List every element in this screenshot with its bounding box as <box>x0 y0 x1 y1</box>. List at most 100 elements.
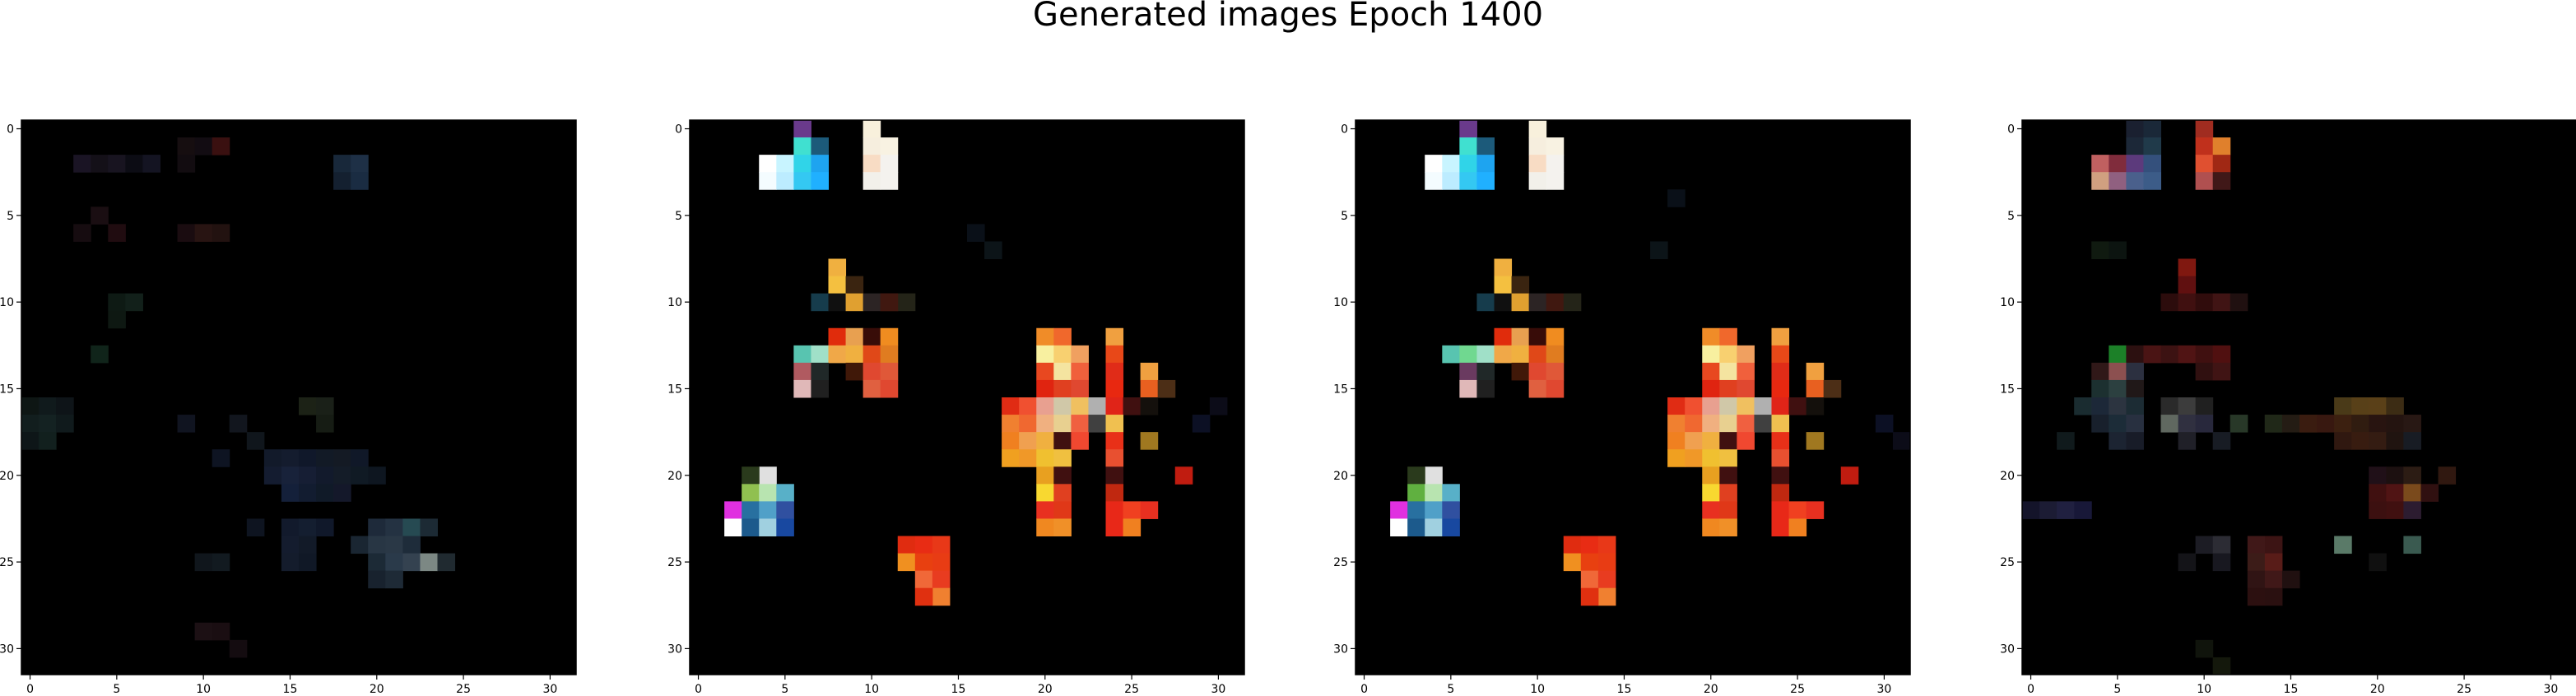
image-pixel <box>1702 449 1720 467</box>
image-pixel <box>2369 501 2387 519</box>
image-pixel <box>1390 518 1408 536</box>
image-pixel <box>2091 415 2109 433</box>
image-pixel <box>2091 397 2109 415</box>
image-pixel <box>21 415 40 433</box>
axes-frame <box>2021 119 2576 675</box>
image-pixel <box>2386 466 2404 485</box>
image-pixel <box>1425 518 1443 536</box>
y-tick-label: 5 <box>2007 210 2015 223</box>
image-pixel <box>1105 449 1124 467</box>
image-pixel <box>811 137 829 155</box>
image-pixel <box>1546 293 1565 312</box>
image-pixel <box>863 362 881 381</box>
image-pixel <box>420 553 438 572</box>
image-pixel <box>1719 518 1737 536</box>
image-pixel <box>897 553 916 572</box>
image-pixel <box>932 570 951 589</box>
image-pixel <box>2403 415 2421 433</box>
image-pixel <box>1685 415 1703 433</box>
image-pixel <box>1494 327 1513 346</box>
image-pixel <box>1442 501 1460 519</box>
image-pixel <box>2403 466 2421 485</box>
image-pixel <box>1546 137 1565 155</box>
image-pixel <box>1528 293 1547 312</box>
image-panel-4: 0 5 10 15 20 25 30 0 5 10 15 20 25 30 <box>2000 119 2576 696</box>
image-pixel <box>2212 345 2231 364</box>
image-pixel <box>1597 536 1616 554</box>
image-pixel <box>1528 362 1547 381</box>
image-pixel <box>2126 432 2144 450</box>
image-pixel <box>776 484 794 502</box>
image-pixel <box>1771 415 1790 433</box>
image-pixel <box>2126 345 2144 364</box>
image-pixel <box>2386 432 2404 450</box>
image-pixel <box>2091 155 2109 173</box>
y-tick-label: 25 <box>2000 556 2015 569</box>
image-pixel <box>281 466 300 485</box>
image-pixel <box>845 327 864 346</box>
image-pixel <box>1105 415 1124 433</box>
image-pixel <box>2351 415 2369 433</box>
image-pixel <box>967 224 985 242</box>
image-pixel <box>1771 327 1790 346</box>
image-pixel <box>1788 501 1807 519</box>
image-pixel <box>776 155 794 173</box>
image-pixel <box>2109 415 2127 433</box>
y-tick-label: 0 <box>2007 123 2015 137</box>
image-pixel <box>1002 432 1020 450</box>
image-pixel <box>1806 362 1825 381</box>
image-pixel <box>1105 397 1124 415</box>
image-pixel <box>2438 466 2457 485</box>
image-pixel <box>2247 587 2266 606</box>
image-pixel <box>281 518 300 536</box>
image-pixel <box>880 327 899 346</box>
image-pixel <box>1685 397 1703 415</box>
image-pixel <box>420 518 438 536</box>
y-tick-label: 30 <box>1333 643 1348 656</box>
image-pixel <box>2264 536 2283 554</box>
image-pixel <box>1459 120 1477 138</box>
image-pixel <box>333 466 351 485</box>
image-pixel <box>2230 293 2248 312</box>
image-pixel <box>212 224 230 242</box>
image-pixel <box>1719 501 1737 519</box>
axes-frame <box>1355 119 1911 675</box>
image-pixel <box>39 432 57 450</box>
image-pixel <box>1719 345 1737 364</box>
image-pixel <box>811 362 829 381</box>
image-pixel <box>2351 432 2369 450</box>
x-tick-label: 15 <box>2284 683 2299 696</box>
image-pixel <box>2178 553 2197 572</box>
y-tick-label: 5 <box>7 210 14 223</box>
image-pixel <box>2178 432 2197 450</box>
image-pixel <box>351 449 369 467</box>
image-pixel <box>1702 345 1720 364</box>
image-pixel <box>56 397 74 415</box>
image-pixel <box>1580 536 1599 554</box>
x-tick-label: 0 <box>2027 683 2034 696</box>
image-pixel <box>2195 155 2214 173</box>
image-pixel <box>1840 466 1859 485</box>
image-pixel <box>1823 379 1842 398</box>
image-pixel <box>2109 362 2127 381</box>
image-pixel <box>793 137 811 155</box>
image-pixel <box>1476 379 1495 398</box>
image-pixel <box>1174 466 1193 485</box>
image-pixel <box>73 155 91 173</box>
image-pixel <box>1088 397 1106 415</box>
image-pixel <box>1476 155 1495 173</box>
image-pixel <box>1019 397 1037 415</box>
image-pixel <box>1071 379 1089 398</box>
image-pixel <box>2126 172 2144 190</box>
image-pixel <box>2126 120 2144 138</box>
image-pixel <box>402 553 421 572</box>
y-tick-label: 15 <box>1333 383 1348 396</box>
image-pixel <box>1702 484 1720 502</box>
image-pixel <box>1702 327 1720 346</box>
image-pixel <box>1053 362 1072 381</box>
image-pixel <box>2109 241 2127 259</box>
image-pixel <box>1019 415 1037 433</box>
image-pixel <box>2195 137 2214 155</box>
image-pixel <box>1719 449 1737 467</box>
image-pixel <box>914 553 933 572</box>
